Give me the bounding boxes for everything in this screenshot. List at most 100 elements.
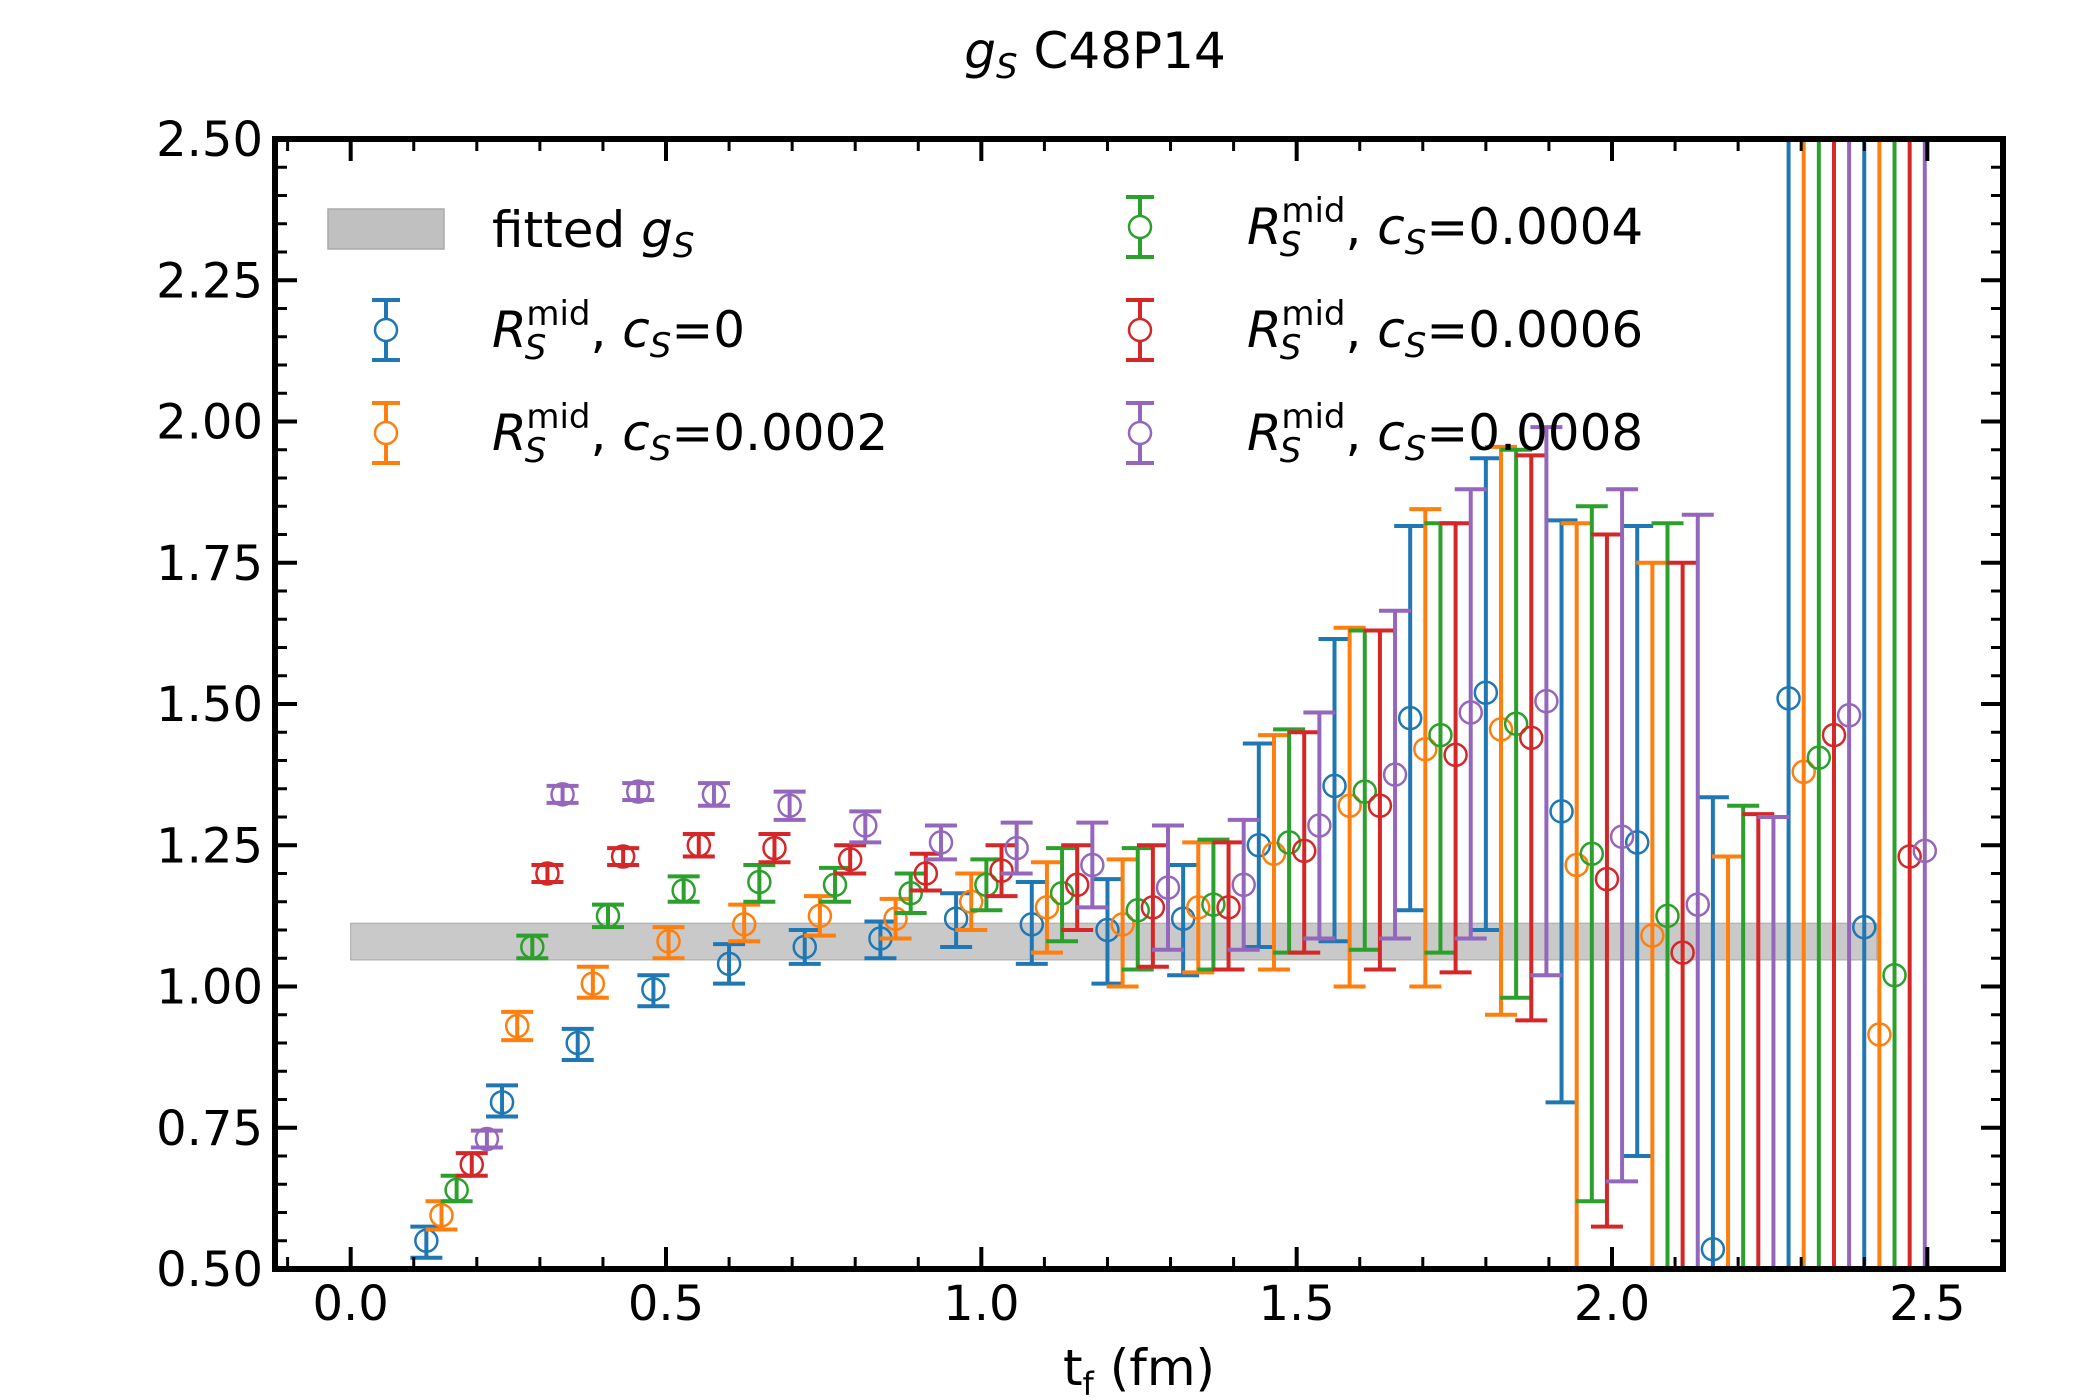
data-point bbox=[626, 779, 651, 804]
data-point bbox=[1776, 686, 1801, 711]
data-point bbox=[414, 1228, 439, 1253]
y-tick-label: 1.00 bbox=[156, 960, 263, 1016]
x-axis-label: tf (fm) bbox=[1063, 1339, 1215, 1400]
series-0.0008 bbox=[470, 139, 1938, 1308]
data-point bbox=[1307, 813, 1332, 838]
data-point bbox=[1004, 835, 1029, 861]
series-0.0004 bbox=[440, 139, 1907, 1269]
y-tick-label: 1.50 bbox=[156, 677, 263, 733]
series-0.0002 bbox=[425, 139, 1892, 1269]
data-point bbox=[792, 934, 818, 960]
y-tick-label: 2.50 bbox=[156, 112, 263, 168]
x-tick-label: 2.5 bbox=[1889, 1276, 1965, 1332]
x-tick-label: 1.5 bbox=[1258, 1276, 1334, 1332]
data-point bbox=[777, 793, 802, 818]
data-point bbox=[1594, 866, 1620, 892]
data-point bbox=[686, 833, 712, 858]
data-point bbox=[1397, 705, 1423, 731]
x-label-unit: (fm) bbox=[1110, 1339, 1215, 1397]
x-label-sub: f bbox=[1083, 1365, 1095, 1400]
data-point bbox=[1095, 917, 1120, 943]
x-tick-label: 0.5 bbox=[628, 1276, 704, 1332]
legend-label-band: fitted gS bbox=[492, 201, 694, 266]
data-point bbox=[1216, 895, 1241, 920]
tick-layer: 0.0 0.5 1.0 1.5 2.0 2.5 0.50 0.75 1.00 1.25 1.50 1.… bbox=[156, 112, 2003, 1332]
data-point bbox=[1458, 700, 1483, 725]
data-point bbox=[1276, 830, 1302, 855]
y-tick-label: 0.50 bbox=[156, 1242, 263, 1298]
legend-label: RSmid, cS=0.0004 bbox=[1247, 191, 1643, 265]
legend-label: RSmid, cS=0.0002 bbox=[492, 397, 888, 471]
data-point bbox=[1912, 838, 1938, 864]
data-point bbox=[1685, 892, 1711, 917]
data-point bbox=[701, 782, 727, 807]
data-point bbox=[989, 858, 1014, 883]
data-point bbox=[1609, 824, 1635, 850]
x-tick-label: 2.0 bbox=[1574, 1276, 1650, 1332]
series-0 bbox=[410, 139, 1877, 1269]
data-point bbox=[1534, 688, 1559, 714]
legend-band-symbol: g bbox=[641, 201, 673, 259]
legend-entry-0.0002: RSmid, cS=0.0002 bbox=[372, 397, 888, 471]
legend-entry-0: RSmid, cS=0 bbox=[372, 294, 745, 368]
data-point bbox=[1428, 722, 1453, 748]
data-point bbox=[1488, 717, 1514, 742]
x-label-symbol: t bbox=[1063, 1339, 1083, 1397]
data-point bbox=[1413, 736, 1438, 762]
data-point bbox=[1762, 1286, 1784, 1308]
legend-band-sub: S bbox=[673, 226, 695, 266]
title-symbol: g bbox=[964, 22, 996, 80]
data-point bbox=[1821, 722, 1847, 748]
legend-marker bbox=[1127, 420, 1153, 446]
data-point bbox=[1367, 793, 1393, 818]
data-point bbox=[898, 881, 923, 906]
title-text: C48P14 bbox=[1033, 22, 1225, 80]
series-layer bbox=[410, 139, 1938, 1337]
series-0.0006 bbox=[455, 139, 1922, 1337]
data-point bbox=[1806, 745, 1832, 770]
legend-label: RSmid, cS=0.0006 bbox=[1247, 294, 1643, 368]
title-symbol-sub: S bbox=[996, 47, 1018, 87]
legend-label: RSmid, cS=0 bbox=[492, 294, 745, 368]
data-point bbox=[1747, 1315, 1769, 1337]
data-point bbox=[1080, 852, 1105, 878]
data-point bbox=[1519, 725, 1544, 751]
data-point bbox=[1110, 912, 1135, 937]
data-point bbox=[1322, 773, 1347, 799]
data-point bbox=[762, 835, 787, 861]
data-point bbox=[1882, 962, 1907, 988]
x-tick-label: 1.0 bbox=[943, 1276, 1019, 1332]
data-point bbox=[429, 1203, 454, 1228]
legend-label: RSmid, cS=0.0008 bbox=[1247, 397, 1643, 471]
y-tick-label: 1.25 bbox=[156, 818, 263, 874]
data-point bbox=[1549, 799, 1574, 824]
data-point bbox=[1670, 940, 1695, 965]
legend-series: RSmid, cS=0 RSmid, cS=0.0002 RSmid, cS=0.0… bbox=[372, 191, 1643, 471]
data-point bbox=[1155, 875, 1181, 900]
data-point bbox=[716, 951, 742, 977]
data-point bbox=[1337, 793, 1362, 818]
data-point bbox=[853, 813, 878, 838]
data-point bbox=[958, 889, 984, 914]
data-point bbox=[1186, 895, 1211, 920]
data-point bbox=[535, 861, 560, 886]
data-point bbox=[1019, 912, 1045, 937]
data-point bbox=[1231, 872, 1256, 898]
data-point bbox=[1125, 897, 1150, 923]
data-point bbox=[1836, 703, 1862, 728]
data-point bbox=[1382, 762, 1408, 787]
legend-band-swatch bbox=[327, 208, 445, 250]
data-point bbox=[1791, 759, 1816, 785]
data-point bbox=[656, 929, 681, 954]
data-point bbox=[1867, 1022, 1892, 1047]
data-point bbox=[1246, 833, 1272, 858]
data-point bbox=[1640, 923, 1665, 948]
legend-marker bbox=[373, 317, 399, 343]
data-point bbox=[1852, 914, 1877, 940]
data-point bbox=[1473, 680, 1499, 705]
y-tick-label: 1.75 bbox=[156, 536, 263, 592]
legend-marker bbox=[1127, 214, 1153, 240]
data-point bbox=[1579, 841, 1605, 866]
data-point bbox=[822, 872, 848, 898]
data-point bbox=[1140, 895, 1166, 920]
